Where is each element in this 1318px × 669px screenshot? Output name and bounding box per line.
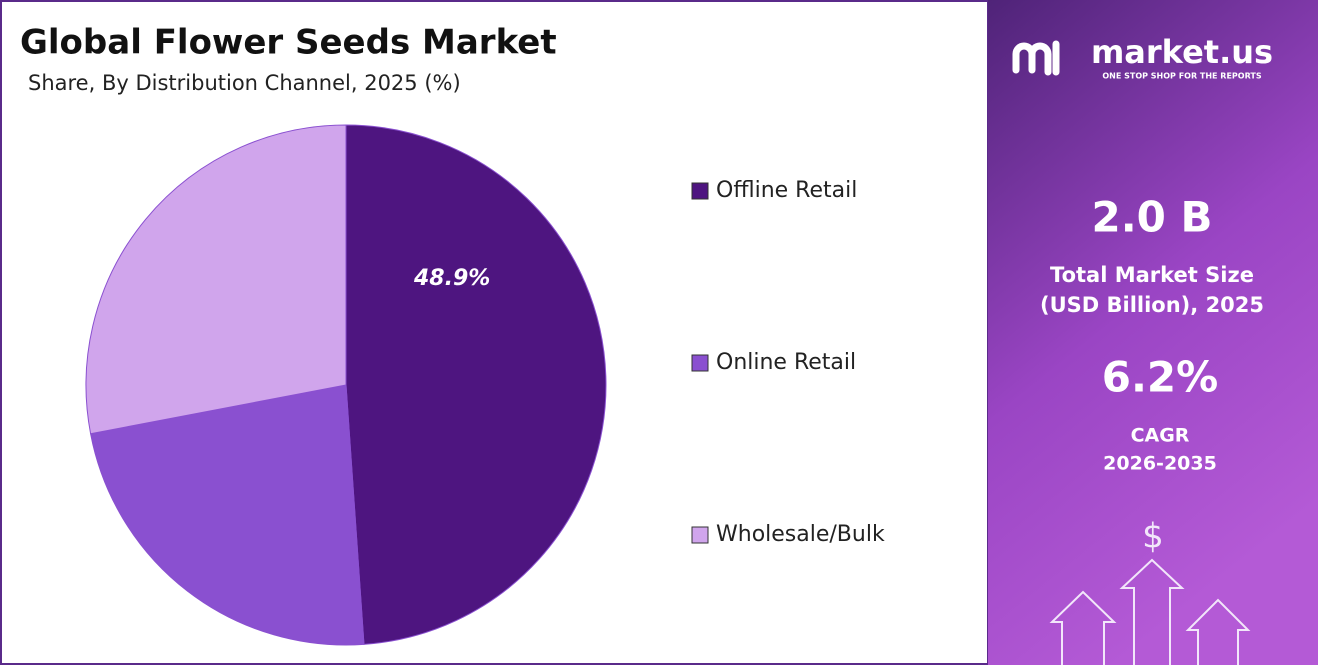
market-size-label: Total Market Size	[1050, 263, 1254, 287]
arrows-icon	[1049, 558, 1251, 665]
side-panel	[988, 0, 1318, 665]
market-size-label: (USD Billion), 2025	[1040, 293, 1264, 317]
legend-label: Offline Retail	[716, 178, 857, 203]
chart-title: Global Flower Seeds Market	[20, 23, 557, 63]
market-size: 2.0 B	[1091, 193, 1212, 242]
panel-content: market.us ONE STOP SHOP FOR THE REPORTS …	[1012, 33, 1273, 665]
cagr: 6.2%	[1102, 353, 1218, 402]
chart-subtitle: Share, By Distribution Channel, 2025 (%)	[28, 71, 461, 95]
tagline: ONE STOP SHOP FOR THE REPORTS	[1102, 72, 1261, 81]
legend-swatch	[691, 526, 709, 544]
pie-slice	[90, 384, 365, 646]
value-label: 48.9%	[413, 266, 490, 291]
brand: market.us	[1091, 33, 1273, 71]
legend-label: Wholesale/Bulk	[716, 522, 885, 547]
legend-label: Online Retail	[716, 350, 856, 375]
cagr-label: CAGR	[1131, 425, 1190, 447]
legend-swatch	[691, 182, 709, 200]
logo: market.us ONE STOP SHOP FOR THE REPORTS	[1012, 33, 1273, 81]
legend: Offline Retail Online Retail Wholesale/Bul…	[691, 178, 885, 547]
legend-swatch	[691, 354, 709, 372]
icon-dollar: $	[1142, 517, 1164, 557]
logo-icon	[1012, 40, 1060, 76]
pie: 48.9%	[85, 124, 607, 646]
pie-slice	[345, 124, 607, 645]
cagr-label: 2026-2035	[1103, 453, 1217, 475]
pie-slice	[85, 124, 347, 435]
